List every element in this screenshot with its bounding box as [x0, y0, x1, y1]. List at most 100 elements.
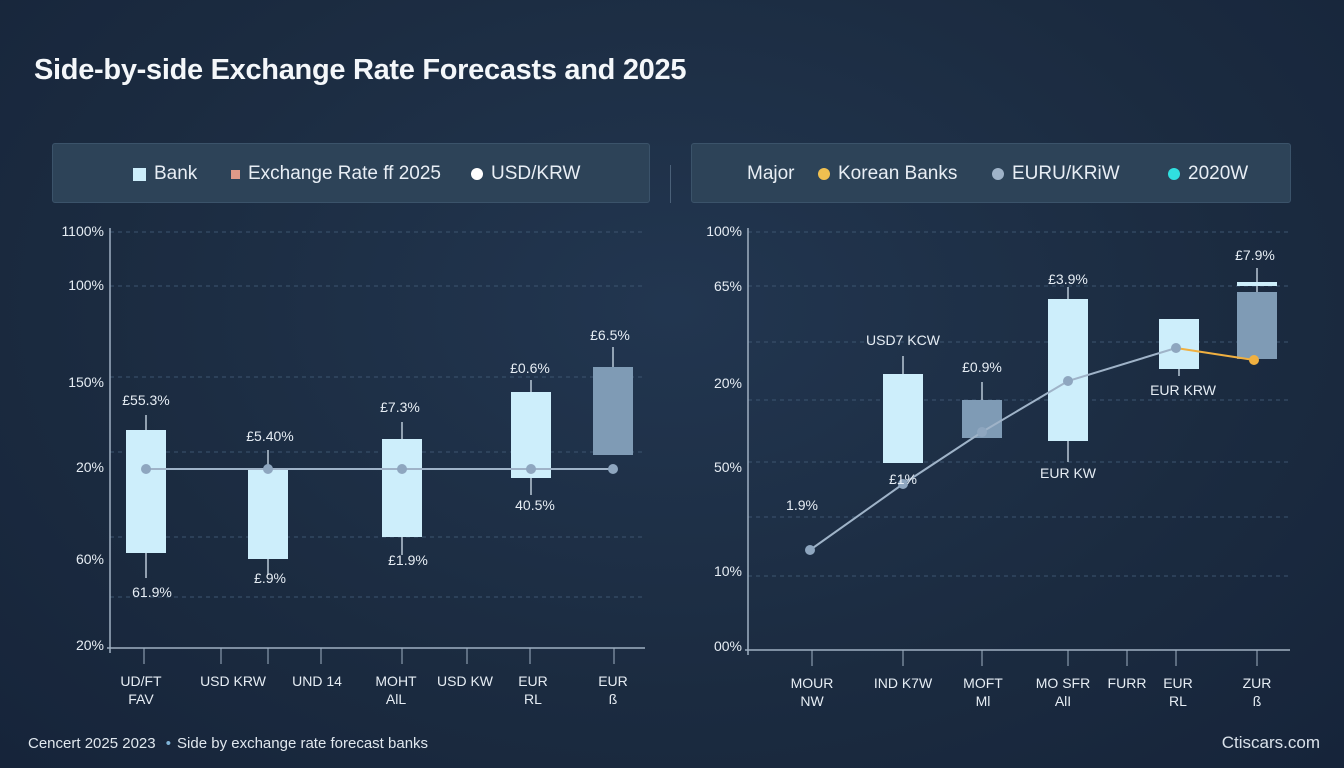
dot-marker-icon — [471, 168, 483, 180]
x-tick-label-line: USD KRW — [200, 673, 266, 689]
x-tick-label: MOFT Ml — [963, 674, 1003, 710]
candle-body — [511, 392, 551, 478]
series-point — [397, 464, 407, 474]
y-tick-label: 20% — [75, 637, 104, 653]
page-title: Side-by-side Exchange Rate Forecasts and… — [34, 54, 687, 86]
series-point — [608, 464, 618, 474]
candle-body — [883, 374, 923, 463]
legend-item: Major — [747, 144, 795, 204]
legend-label: Bank — [154, 163, 198, 184]
series-point-orange — [1249, 355, 1259, 365]
candle-body — [382, 439, 422, 537]
y-tick-label: 00% — [713, 638, 742, 654]
legend-label: 2020W — [1188, 163, 1249, 184]
x-tick-label-line: FURR — [1107, 675, 1147, 691]
x-tick-label: EUR ß — [598, 672, 628, 708]
series-point — [1171, 343, 1181, 353]
legend-label: Korean Banks — [838, 163, 958, 184]
data-label: EUR KRW — [1150, 382, 1216, 398]
x-tick-label-line: ß — [608, 691, 618, 707]
series-point — [977, 427, 987, 437]
candle-body — [1048, 299, 1088, 441]
footer-separator: • — [165, 735, 172, 752]
data-label: 1.9% — [786, 497, 818, 513]
series-point — [263, 464, 273, 474]
x-tick-label-line: EUR — [598, 673, 628, 689]
candle-body — [126, 430, 166, 553]
x-tick-label: ZUR ß — [1243, 674, 1272, 710]
series-point — [141, 464, 151, 474]
series-point — [805, 545, 815, 555]
legend-label: Major — [747, 163, 795, 184]
series-point — [898, 479, 908, 489]
y-tick-label: 100% — [68, 277, 104, 293]
series-point — [526, 464, 536, 474]
watermark: Ctiscars.com — [1221, 733, 1320, 752]
footer-source: Cencert 2025 2023 — [28, 735, 156, 752]
series-point — [1063, 376, 1073, 386]
square-marker-icon — [133, 167, 146, 181]
y-tick-label: 60% — [75, 551, 104, 567]
legend-label: Exchange Rate ff 2025 — [248, 163, 441, 184]
x-tick-label: MOHT AlL — [375, 672, 416, 708]
data-label: £0.9% — [962, 359, 1002, 375]
x-tick-label: EUR RL — [518, 672, 548, 708]
y-tick-label: 50% — [713, 459, 742, 475]
x-tick-label-line: UND 14 — [292, 673, 342, 689]
series-line-orange — [1175, 347, 1255, 361]
y-tick-label: 150% — [68, 374, 104, 390]
dot-marker-icon — [818, 168, 830, 180]
data-label: £3.9% — [1048, 271, 1088, 287]
dot-marker-icon — [1168, 168, 1180, 180]
divider — [670, 165, 671, 203]
x-tick-label-line: MOFT — [963, 675, 1003, 691]
x-tick-label: EUR RL — [1163, 674, 1193, 710]
data-label: £1% — [888, 471, 918, 487]
candle-body — [1237, 292, 1277, 359]
legend-right: Major Korean Banks EURU/KRiW 2020W — [691, 143, 1291, 203]
x-tick-label-line: ZUR — [1242, 675, 1272, 691]
data-label: £7.3% — [380, 399, 420, 415]
legend-item: USD/KRW — [471, 144, 580, 204]
x-tick-label: UD/FT FAV — [120, 672, 161, 708]
candle-body — [593, 367, 633, 455]
x-tick-label-line: ß — [1252, 693, 1262, 709]
data-label: 61.9% — [132, 584, 172, 600]
data-label: £55.3% — [122, 392, 170, 408]
legend-item: 2020W — [1168, 144, 1248, 204]
x-tick-label-line: UD/FT — [120, 673, 162, 689]
data-label: £7.9% — [1235, 247, 1275, 263]
data-label: £1.9% — [388, 552, 428, 568]
candle-body — [248, 470, 288, 559]
x-tick-label: MO SFR AlI — [1036, 674, 1090, 710]
x-tick-label-line: EUR — [1163, 675, 1193, 691]
data-label: £.9% — [254, 570, 286, 586]
data-label: EUR KW — [1040, 465, 1096, 481]
x-tick-label-line: RL — [524, 691, 542, 707]
data-label: USD7 KCW — [866, 332, 940, 348]
x-tick-label-line: MOUR — [790, 675, 834, 691]
dot-marker-icon — [992, 168, 1004, 180]
data-label: 40.5% — [515, 497, 555, 513]
legend-item: Korean Banks — [818, 144, 957, 204]
square-marker-icon — [231, 169, 240, 179]
candle-cap — [1237, 282, 1277, 286]
legend-item: EURU/KRiW — [992, 144, 1120, 204]
y-tick-label: 20% — [75, 459, 104, 475]
data-label: £6.5% — [590, 327, 630, 343]
data-label: £0.6% — [510, 360, 550, 376]
x-tick-label: UND 14 — [292, 672, 342, 690]
x-tick-label-line: AlL — [385, 691, 407, 707]
footer-text: Side by exchange rate forecast banks — [177, 735, 429, 752]
legend-item: Bank — [133, 144, 197, 204]
y-tick-label: 65% — [713, 278, 742, 294]
legend-item: Exchange Rate ff 2025 — [231, 144, 441, 204]
y-tick-label: 100% — [706, 223, 742, 239]
x-tick-label-line: Ml — [975, 693, 991, 709]
x-tick-label-line: EUR — [518, 673, 548, 689]
x-tick-label: MOUR NW — [791, 674, 834, 710]
x-tick-label: USD KRW — [200, 672, 266, 690]
x-tick-label-line: FAV — [128, 691, 154, 707]
x-tick-label: USD KW — [437, 672, 493, 690]
